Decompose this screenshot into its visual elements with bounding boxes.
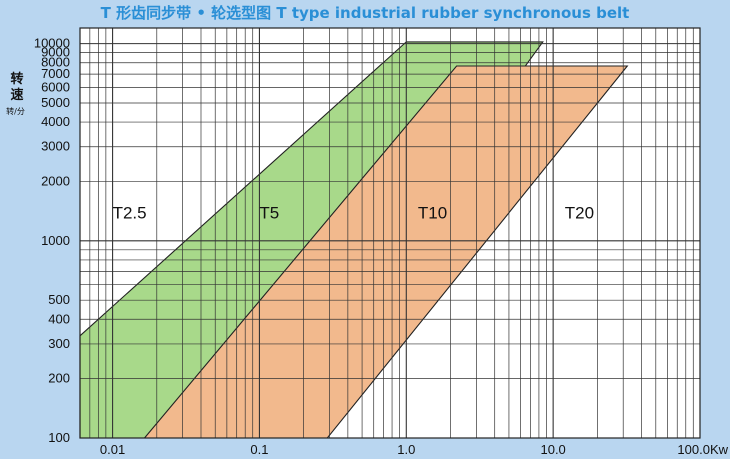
- x-tick-label: 100.0Kw: [677, 442, 728, 457]
- y-tick-label: 8000: [41, 55, 70, 70]
- x-tick-label: 0.01: [100, 442, 125, 457]
- y-tick-label: 5000: [41, 95, 70, 110]
- y-tick-label: 300: [48, 336, 70, 351]
- y-axis-label-unit: 转/分: [6, 107, 25, 116]
- y-tick-label: 10000: [34, 36, 70, 51]
- y-tick-label: 3000: [41, 139, 70, 154]
- y-tick-label: 400: [48, 311, 70, 326]
- y-axis-label: 转速 转/分: [6, 72, 28, 117]
- y-tick-label: 4000: [41, 114, 70, 129]
- region-label-t5: T5: [259, 203, 279, 222]
- y-tick-label: 500: [48, 292, 70, 307]
- ticks-layer: 100 200 300 400 500 1000 2000 3000 4000 500060007…: [34, 36, 729, 457]
- plot-border: [79, 27, 701, 439]
- x-tick-label: 10.0: [540, 442, 565, 457]
- y-tick-label: 7000: [41, 66, 70, 81]
- y-tick-label: 100: [48, 430, 70, 445]
- chart-title: T 形齿同步带 • 轮选型图 T type industrial rubber …: [100, 4, 630, 22]
- y-tick-label: 1000: [41, 233, 70, 248]
- region-label-t10: T10: [418, 203, 447, 222]
- y-tick-label: 9000: [41, 45, 70, 60]
- y-tick-label: 6000: [41, 79, 70, 94]
- region-label-t20: T20: [565, 203, 594, 222]
- region-label-t2-5: T2.5: [113, 203, 147, 222]
- y-axis-label-main: 转速: [10, 72, 24, 103]
- x-tick-label: 1.0: [397, 442, 415, 457]
- y-tick-label: 2000: [41, 173, 70, 188]
- y-tick-label: 200: [48, 371, 70, 386]
- x-tick-label: 0.1: [250, 442, 268, 457]
- labels-layer: T2.5 T5 T10 T20: [113, 203, 594, 222]
